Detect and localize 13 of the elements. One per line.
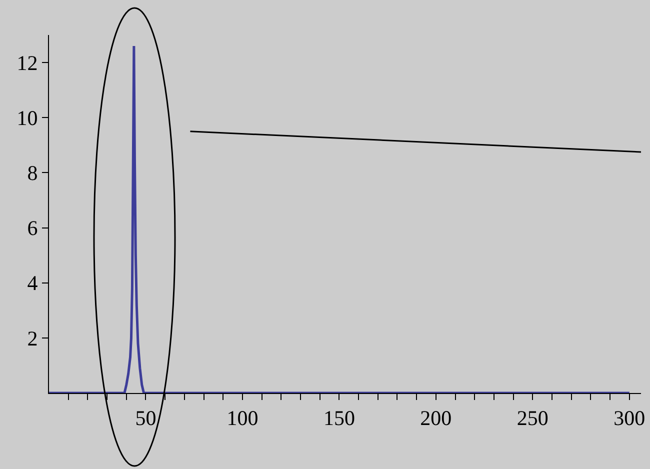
y-tick-label: 8: [27, 161, 38, 186]
x-tick-label: 50: [135, 406, 156, 430]
x-tick-label: 250: [516, 406, 548, 430]
x-tick-label: 200: [420, 406, 452, 430]
y-tick-label: 2: [27, 326, 38, 350]
y-tick-label: 4: [27, 271, 38, 296]
y-tick-label: 10: [16, 106, 38, 130]
x-tick-label: 100: [226, 406, 258, 430]
y-tick-label: 12: [16, 50, 38, 75]
line-series: [49, 44, 631, 393]
x-tick-label: 300: [614, 406, 646, 430]
x-tick-label: 150: [323, 406, 355, 430]
y-tick-label: 6: [27, 216, 38, 240]
